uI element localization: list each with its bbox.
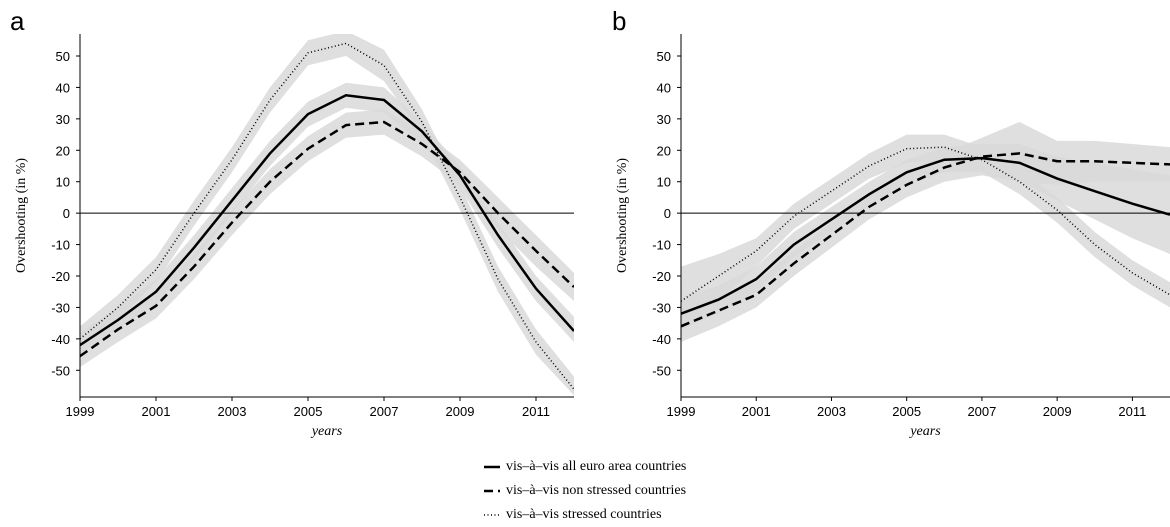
confidence-band: [681, 134, 1170, 330]
series-line: [681, 156, 1170, 315]
y-tick-label: 10: [657, 175, 671, 190]
plot-area: [681, 122, 1170, 342]
y-tick-label: -10: [51, 238, 70, 253]
x-tick-label: 1999: [667, 404, 696, 419]
series-line: [80, 120, 574, 358]
y-tick-label: 30: [56, 112, 70, 127]
x-tick-label: 2001: [142, 404, 171, 419]
y-tick-label: -10: [652, 238, 671, 253]
y-tick-label: -30: [51, 300, 70, 315]
y-tick-label: 40: [657, 80, 671, 95]
y-tick-label: -40: [51, 332, 70, 347]
y-tick-label: 20: [56, 143, 70, 158]
x-tick-label: 2011: [522, 404, 550, 419]
series-line: [80, 93, 574, 347]
x-tick-label: 2009: [1043, 404, 1072, 419]
series-line: [681, 146, 1170, 302]
y-tick-label: 10: [56, 175, 70, 190]
x-tick-label: 2011: [1118, 404, 1146, 419]
y-axis-label: Overshooting (in %): [14, 158, 29, 273]
y-tick-label: 0: [664, 206, 671, 221]
x-tick-label: 1999: [66, 404, 95, 419]
x-tick-label: 2003: [218, 404, 247, 419]
x-tick-label: 2007: [967, 404, 996, 419]
y-tick-label: -50: [652, 363, 671, 378]
x-tick-label: 2005: [892, 404, 921, 419]
y-tick-label: 20: [657, 143, 671, 158]
x-tick-label: 2003: [817, 404, 846, 419]
x-tick-label: 2001: [742, 404, 771, 419]
y-tick-label: -30: [652, 300, 671, 315]
y-tick-label: 50: [657, 49, 671, 64]
legend-label: vis–à–vis stressed countries: [506, 507, 662, 522]
legend-label: vis–à–vis all euro area countries: [506, 459, 686, 474]
legend-label: vis–à–vis non stressed countries: [506, 483, 686, 498]
x-tick-label: 2009: [446, 404, 475, 419]
plot-area: [80, 34, 574, 396]
panel-label: b: [612, 6, 626, 36]
y-tick-label: -20: [652, 269, 671, 284]
y-tick-label: -50: [51, 363, 70, 378]
y-axis-label: Overshooting (in %): [615, 158, 630, 273]
panel-label: a: [10, 6, 25, 36]
series-line: [681, 152, 1170, 328]
confidence-band: [681, 144, 1170, 330]
y-tick-label: 30: [657, 112, 671, 127]
y-tick-label: 50: [56, 49, 70, 64]
x-axis-label: years: [908, 424, 941, 439]
confidence-band: [681, 122, 1170, 342]
y-tick-label: 40: [56, 80, 70, 95]
y-tick-label: -20: [51, 269, 70, 284]
x-axis-label: years: [310, 424, 343, 439]
x-tick-label: 2005: [294, 404, 323, 419]
y-tick-label: 0: [63, 206, 70, 221]
y-tick-label: -40: [652, 332, 671, 347]
x-tick-label: 2007: [370, 404, 399, 419]
